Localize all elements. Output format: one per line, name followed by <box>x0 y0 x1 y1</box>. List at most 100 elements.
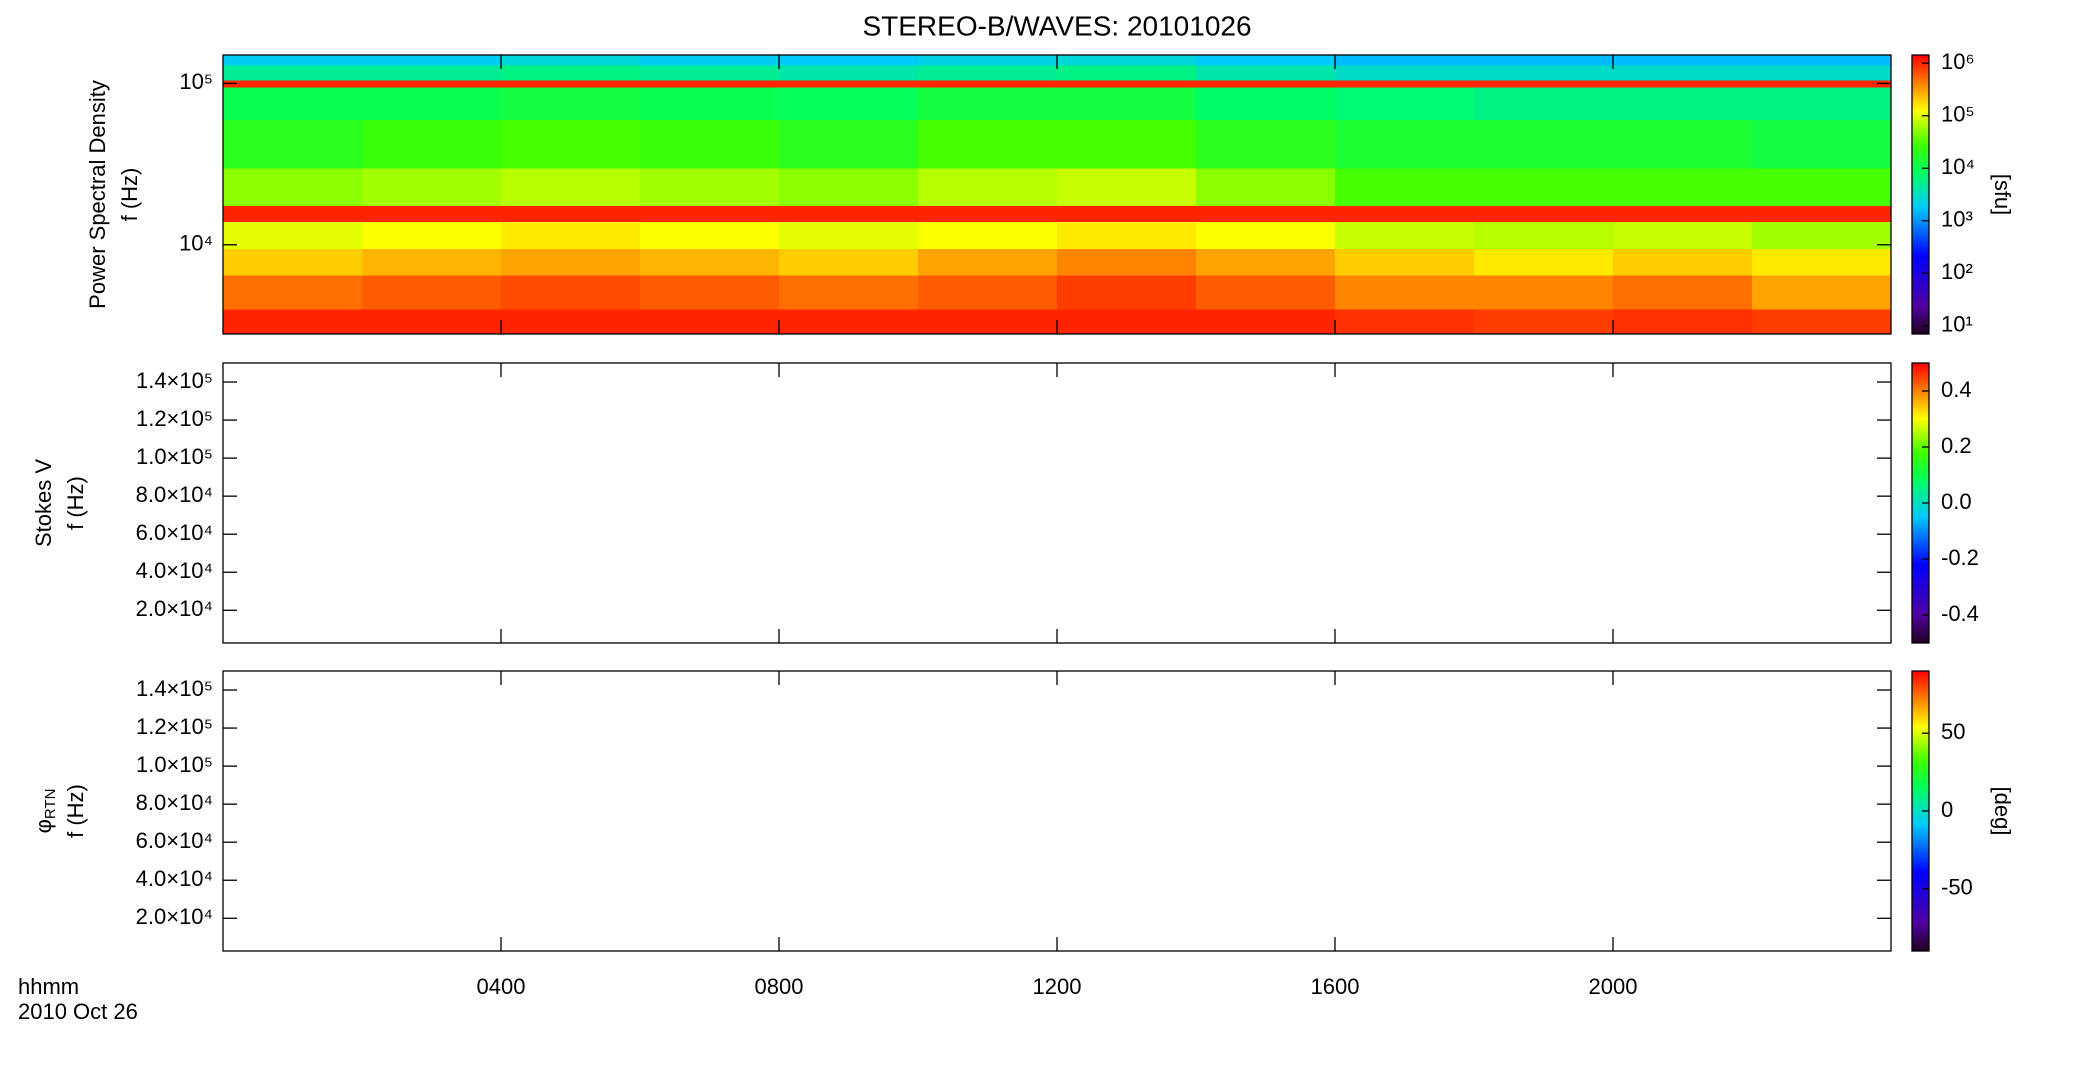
colorbar-frame <box>1911 54 1930 335</box>
spectrogram-cell <box>640 55 780 66</box>
spectrogram-cell <box>1752 119 1892 169</box>
spectrogram-cell <box>1474 309 1614 335</box>
x-tick-label: 0800 <box>755 974 804 999</box>
spectrogram-cell <box>918 248 1058 276</box>
spectrogram-cell <box>362 205 502 222</box>
colorbar-tick-label: 10¹ <box>1941 312 1973 337</box>
spectrogram-cell <box>1474 205 1614 222</box>
spectrogram-cell <box>918 167 1058 207</box>
spectrogram-cell <box>223 205 363 222</box>
y-axis-label: φRTN <box>31 789 59 834</box>
spectrogram-cell <box>1474 87 1614 120</box>
spectrogram-cell <box>779 221 919 249</box>
spectrogram-cell <box>1057 79 1197 88</box>
spectrogram-cell <box>1752 205 1892 222</box>
spectrogram-cell <box>1752 55 1892 66</box>
colorbar-label: [sfu] <box>1990 174 2015 216</box>
spectrogram-cell <box>1474 167 1614 207</box>
y-axis-label-units: f (Hz) <box>63 476 88 530</box>
spectrogram-cell <box>1057 119 1197 169</box>
y-tick-label: 2.0×10⁴ <box>136 904 213 929</box>
y-axis-label-text: Stokes V <box>31 459 56 547</box>
y-tick-label: 1.2×10⁵ <box>136 406 213 431</box>
spectrogram-cell <box>501 87 641 120</box>
spectrogram-cell <box>1057 309 1197 335</box>
spectrogram-cell <box>779 65 919 81</box>
spectrogram-cell <box>1057 167 1197 207</box>
spectrogram-cell <box>1613 79 1753 88</box>
spectrogram-cell <box>640 309 780 335</box>
y-tick-label: 8.0×10⁴ <box>136 790 213 815</box>
spectrogram-cell <box>640 79 780 88</box>
spectrogram-cell <box>918 87 1058 120</box>
spectrogram-cell <box>501 55 641 66</box>
spectrogram-cell <box>362 248 502 276</box>
spectrogram-cell <box>640 274 780 310</box>
y-tick-label: 10⁴ <box>179 231 213 256</box>
colorbar-tick-label: 0 <box>1941 797 1953 822</box>
spectrogram-cell <box>223 119 363 169</box>
spectrogram-cell <box>1613 55 1753 66</box>
spectrogram-cell <box>640 65 780 81</box>
spectrogram-cell <box>362 79 502 88</box>
spectrogram-cell <box>779 205 919 222</box>
colorbar <box>1912 55 1929 334</box>
spectrogram-cell <box>1057 65 1197 81</box>
spectrogram-cell <box>1335 205 1475 222</box>
spectrogram-cell <box>1196 221 1336 249</box>
spectrogram-cell <box>918 274 1058 310</box>
spectrogram-cell <box>362 309 502 335</box>
spectrogram-cell <box>918 119 1058 169</box>
spectrogram-cell <box>640 205 780 222</box>
colorbar-tick-label: 10³ <box>1941 207 1973 232</box>
spectrogram-cell <box>918 221 1058 249</box>
spectrogram-cell <box>1335 119 1475 169</box>
spectrogram-cell <box>1335 55 1475 66</box>
spectrogram-cell <box>918 55 1058 66</box>
spectrogram-cell <box>1335 248 1475 276</box>
spectrogram-cell <box>1613 205 1753 222</box>
spectrogram-cell <box>1613 65 1753 81</box>
spectrogram-cell <box>779 167 919 207</box>
y-tick-label: 10⁵ <box>179 69 213 94</box>
spectrogram-cell <box>1196 119 1336 169</box>
x-tick-label: 0400 <box>477 974 526 999</box>
y-tick-label: 8.0×10⁴ <box>136 482 213 507</box>
y-axis-label-sub: RTN <box>42 789 59 820</box>
spectrogram-cell <box>1196 55 1336 66</box>
colorbar-tick-label: 0.2 <box>1941 433 1972 458</box>
spectrogram-cell <box>918 79 1058 88</box>
spectrogram-cell <box>1335 65 1475 81</box>
y-axis-label-units: f (Hz) <box>117 168 142 222</box>
y-axis-label-text: Power Spectral Density <box>85 80 110 309</box>
x-axis-label-date: 2010 Oct 26 <box>18 999 138 1024</box>
spectrogram-cell <box>1752 221 1892 249</box>
spectrogram-cell <box>1057 205 1197 222</box>
y-tick-label: 2.0×10⁴ <box>136 596 213 621</box>
spectrogram-cell <box>501 274 641 310</box>
colorbar-tick-label: -0.2 <box>1941 545 1979 570</box>
y-tick-label: 1.2×10⁵ <box>136 714 213 739</box>
spectrogram-cell <box>779 87 919 120</box>
spectrogram-cell <box>1474 119 1614 169</box>
spectrogram-cell <box>640 167 780 207</box>
spectrogram-cell <box>1752 274 1892 310</box>
colorbar-tick-label: 10⁶ <box>1941 49 1975 74</box>
colorbar-tick-label: -0.4 <box>1941 601 1979 626</box>
spectrogram-cell <box>1196 79 1336 88</box>
spectrogram-cell <box>362 274 502 310</box>
spectrogram-cell <box>1613 221 1753 249</box>
spectrogram-cell <box>640 221 780 249</box>
spectrogram-cell <box>223 221 363 249</box>
spectrogram-cell <box>1196 167 1336 207</box>
spectrogram-cell <box>1474 65 1614 81</box>
spectrogram-cell <box>1613 274 1753 310</box>
spectrogram-cell <box>362 65 502 81</box>
x-tick-label: 1600 <box>1311 974 1360 999</box>
spectrogram-cell <box>501 65 641 81</box>
y-tick-label: 1.0×10⁵ <box>136 444 213 469</box>
colorbar-tick-label: -50 <box>1941 875 1973 900</box>
colorbar-tick-label: 10⁴ <box>1941 154 1975 179</box>
chart-title: STEREO-B/WAVES: 20101026 <box>862 10 1251 41</box>
spectrogram-cell <box>501 119 641 169</box>
